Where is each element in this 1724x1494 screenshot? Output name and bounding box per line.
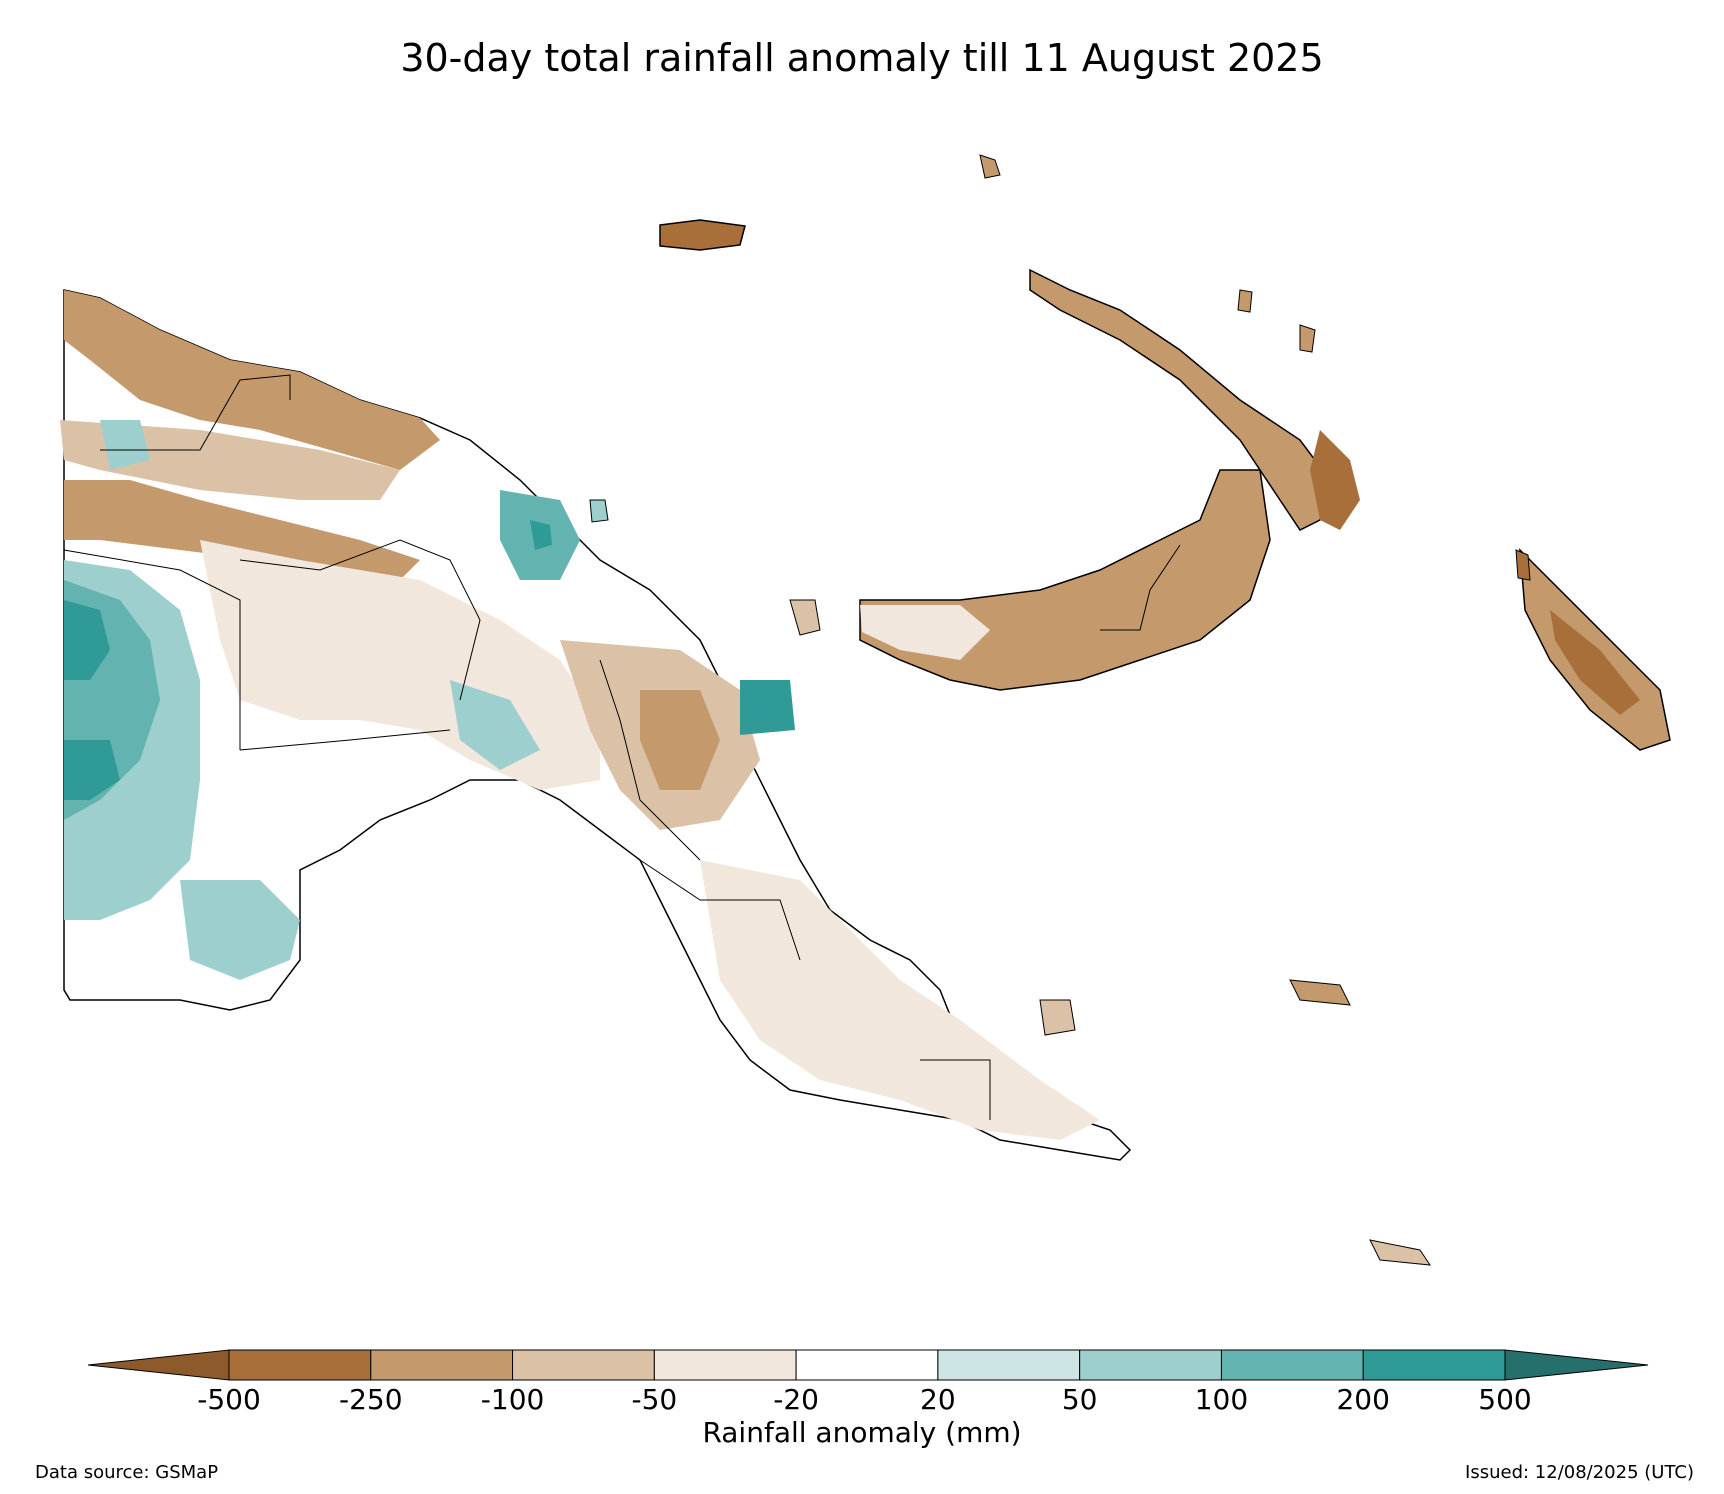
colorbar-tick-label: -500 bbox=[197, 1383, 261, 1416]
border-milne bbox=[920, 1059, 991, 1120]
new-britain-west-mild bbox=[860, 605, 990, 660]
province-borders bbox=[63, 374, 1181, 1120]
east-dry-core bbox=[640, 690, 720, 790]
colorbar-tick-label: 200 bbox=[1336, 1383, 1390, 1416]
border-central bbox=[639, 859, 801, 961]
border-sepik bbox=[100, 374, 291, 451]
bougainville-core bbox=[1550, 610, 1640, 715]
colorbar-tick-label: 50 bbox=[1061, 1383, 1098, 1416]
colorbar-extend-low bbox=[87, 1349, 230, 1381]
goodenough bbox=[1039, 999, 1076, 1036]
issued-date: Issued: 12/08/2025 (UTC) bbox=[1465, 1462, 1694, 1483]
new-ireland-south-dry bbox=[1310, 430, 1360, 530]
sepik-dry bbox=[64, 480, 420, 580]
colorbar-label: Rainfall anomaly (mm) bbox=[702, 1416, 1022, 1449]
colorbar-segment bbox=[795, 1349, 939, 1381]
colorbar-segment bbox=[512, 1349, 655, 1381]
colorbar-tick-label: 100 bbox=[1194, 1383, 1249, 1416]
mussau bbox=[979, 154, 1001, 179]
border-nb bbox=[1100, 544, 1181, 631]
colorbar-tick-label: -100 bbox=[480, 1383, 545, 1416]
colorbar-segment bbox=[937, 1349, 1081, 1381]
buka bbox=[1515, 549, 1531, 581]
colorbar-tick-label: -20 bbox=[773, 1383, 819, 1416]
madang-wet-core bbox=[530, 520, 552, 550]
rossel bbox=[1369, 1239, 1432, 1266]
west-wettest bbox=[64, 600, 110, 680]
umboi bbox=[789, 599, 821, 636]
border-west bbox=[239, 729, 451, 751]
colorbar-segment bbox=[228, 1349, 372, 1381]
data-source: Data source: GSMaP bbox=[35, 1462, 219, 1483]
border-morobe bbox=[599, 659, 701, 861]
map-title: 30-day total rainfall anomaly till 11 Au… bbox=[400, 36, 1324, 80]
southeast-mild bbox=[700, 860, 1100, 1140]
colorbar-segment bbox=[653, 1349, 797, 1381]
border-highlands bbox=[239, 539, 481, 701]
manus bbox=[659, 219, 746, 251]
sepik-wet-patch bbox=[100, 420, 150, 470]
islands bbox=[589, 154, 1671, 1266]
new-britain bbox=[859, 469, 1271, 691]
colorbar bbox=[87, 1349, 1649, 1381]
south-fly-wet bbox=[180, 880, 300, 980]
colorbar-segment bbox=[1079, 1349, 1222, 1381]
colorbar-tick-label: -50 bbox=[631, 1383, 678, 1416]
karkar bbox=[589, 499, 609, 523]
new-ireland bbox=[1029, 268, 1331, 531]
colorbar-tick-label: 500 bbox=[1478, 1383, 1532, 1416]
colorbar-segment bbox=[1362, 1349, 1506, 1381]
lihir bbox=[1237, 289, 1253, 313]
colorbar-segment bbox=[370, 1349, 514, 1381]
feni bbox=[1299, 324, 1316, 353]
mainland bbox=[60, 289, 1132, 1161]
colorbar-tick-label: 20 bbox=[920, 1383, 956, 1416]
colorbar-extend-high bbox=[1504, 1349, 1649, 1381]
west-wettest-2 bbox=[64, 740, 120, 800]
colorbar-segment bbox=[1220, 1349, 1364, 1381]
colorbar-tick-label: -250 bbox=[338, 1383, 403, 1416]
north-coast-dry bbox=[64, 290, 440, 470]
huon-wet bbox=[740, 680, 795, 735]
highlands-wet bbox=[450, 680, 540, 770]
trobriand bbox=[1289, 979, 1351, 1006]
border-sandaun bbox=[63, 549, 241, 750]
